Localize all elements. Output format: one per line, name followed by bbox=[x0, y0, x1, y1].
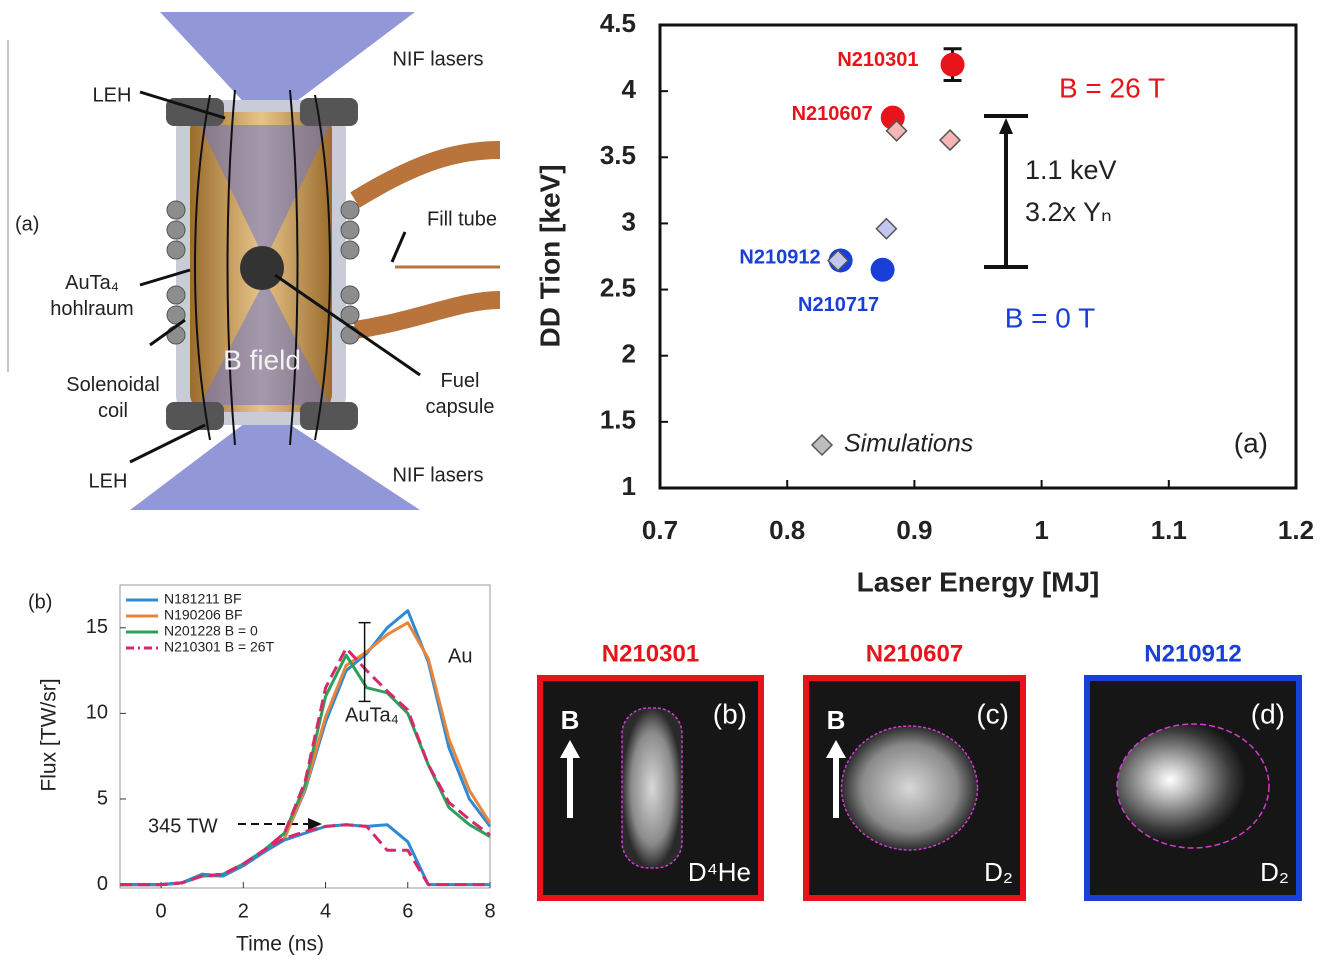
label: NIF lasers bbox=[392, 464, 483, 486]
x-tick-label: 0.7 bbox=[642, 515, 678, 545]
y-tick-label: 4.5 bbox=[600, 8, 636, 38]
point-label: N210912 bbox=[739, 247, 820, 269]
annotation: AuTa₄ bbox=[345, 704, 399, 726]
coil-lead bbox=[355, 150, 500, 330]
x-tick-label: 0 bbox=[156, 900, 167, 922]
species-label: D₂ bbox=[1260, 857, 1289, 887]
label: LEH bbox=[93, 84, 132, 106]
annotation: 1.1 keV bbox=[1025, 155, 1117, 185]
y-tick-label: 2.5 bbox=[600, 272, 636, 302]
emission-blob bbox=[1117, 724, 1269, 848]
x-tick-label: 1.2 bbox=[1278, 515, 1314, 545]
image-title: N210301 bbox=[602, 640, 699, 667]
y-axis-label: Flux [TW/sr] bbox=[38, 678, 61, 791]
image-title: N210912 bbox=[1144, 640, 1241, 667]
y-axis-label: DD Tion [keV] bbox=[534, 164, 565, 347]
species-label: D₂ bbox=[984, 857, 1013, 887]
x-tick-label: 6 bbox=[402, 900, 413, 922]
leh-ring bbox=[300, 402, 358, 430]
annotation: B = 26 T bbox=[1059, 72, 1165, 103]
y-tick-label: 5 bbox=[97, 787, 108, 809]
panel-label: (c) bbox=[976, 698, 1009, 729]
field-label: B bbox=[561, 705, 580, 735]
x-axis-label: Laser Energy [MJ] bbox=[857, 566, 1100, 597]
bracket-arrow bbox=[999, 118, 1013, 134]
annotation: Au bbox=[448, 645, 472, 667]
panel-label: (a) bbox=[15, 213, 39, 235]
y-tick-label: 10 bbox=[86, 702, 108, 724]
sim-marker bbox=[876, 219, 896, 239]
series-line bbox=[120, 623, 490, 885]
panel-label: (b) bbox=[28, 591, 52, 613]
y-tick-label: 15 bbox=[86, 616, 108, 638]
x-tick-label: 0.9 bbox=[896, 515, 932, 545]
y-tick-label: 0 bbox=[97, 873, 108, 895]
y-tick-label: 4 bbox=[622, 74, 637, 104]
legend-label: N201228 B = 0 bbox=[164, 623, 258, 639]
panel-label: (d) bbox=[1251, 698, 1285, 729]
capsule bbox=[240, 246, 284, 290]
species-label: D⁴He bbox=[688, 857, 751, 887]
x-axis-label: Time (ns) bbox=[236, 933, 324, 956]
leh-ring bbox=[300, 98, 358, 126]
data-point bbox=[941, 53, 965, 77]
point-label: N210717 bbox=[798, 294, 879, 316]
label: B field bbox=[223, 344, 301, 375]
panel-label: (a) bbox=[1234, 427, 1268, 458]
legend-label: N190206 BF bbox=[164, 607, 243, 623]
y-tick-label: 1 bbox=[622, 471, 636, 501]
annotation: 345 TW bbox=[148, 815, 218, 837]
legend-marker bbox=[812, 435, 832, 455]
label: NIF lasers bbox=[392, 48, 483, 70]
panel-label: (b) bbox=[713, 698, 747, 729]
leh-ring bbox=[166, 402, 224, 430]
y-tick-label: 1.5 bbox=[600, 405, 636, 435]
y-tick-label: 3 bbox=[622, 206, 636, 236]
y-tick-label: 3.5 bbox=[600, 140, 636, 170]
label: LEH bbox=[89, 470, 128, 492]
legend-label: Simulations bbox=[844, 430, 973, 458]
emission-blob bbox=[842, 726, 978, 850]
figure: NIF lasers LEH Fill tube (a) AuTa₄hohlra… bbox=[0, 0, 1327, 960]
emission-blob bbox=[622, 708, 682, 868]
point-label: N210607 bbox=[792, 103, 873, 125]
legend-label: N210301 B = 26T bbox=[164, 639, 275, 655]
x-tick-label: 2 bbox=[238, 900, 249, 922]
x-tick-label: 4 bbox=[320, 900, 331, 922]
annotation: 3.2x Yₙ bbox=[1025, 197, 1112, 227]
sim-marker bbox=[940, 130, 960, 150]
x-tick-label: 1 bbox=[1034, 515, 1048, 545]
x-tick-label: 1.1 bbox=[1151, 515, 1187, 545]
image-title: N210607 bbox=[866, 640, 963, 667]
scatter-annotations: B = 26 T B = 0 T 1.1 keV 3.2x Yₙ (a) bbox=[984, 72, 1268, 458]
annotation: B = 0 T bbox=[1005, 302, 1096, 333]
point-label: N210301 bbox=[837, 49, 918, 71]
data-point bbox=[871, 258, 895, 282]
bracket bbox=[984, 116, 1028, 267]
legend-label: N181211 BF bbox=[164, 591, 242, 607]
label: Fill tube bbox=[427, 208, 497, 230]
y-tick-label: 2 bbox=[622, 339, 636, 369]
field-label: B bbox=[827, 705, 846, 735]
x-tick-label: 0.8 bbox=[769, 515, 805, 545]
x-tick-label: 8 bbox=[484, 900, 495, 922]
